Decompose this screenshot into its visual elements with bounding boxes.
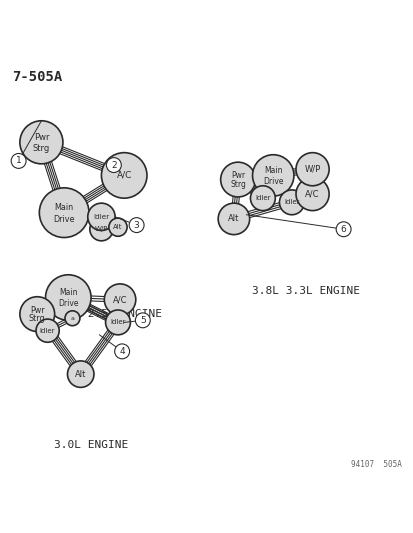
Text: Idler: Idler bbox=[254, 195, 270, 201]
Text: W/P: W/P bbox=[95, 226, 108, 232]
Text: W/P: W/P bbox=[304, 165, 320, 174]
Text: 3.8L 3.3L ENGINE: 3.8L 3.3L ENGINE bbox=[252, 286, 359, 296]
Text: A/C: A/C bbox=[112, 295, 127, 304]
Text: Alt: Alt bbox=[75, 370, 86, 378]
Text: Drive: Drive bbox=[58, 300, 78, 309]
Text: Drive: Drive bbox=[53, 215, 75, 224]
Text: Pwr: Pwr bbox=[230, 171, 244, 180]
Text: Pwr: Pwr bbox=[33, 133, 49, 142]
Text: Strg: Strg bbox=[29, 314, 45, 324]
Text: 1: 1 bbox=[16, 156, 21, 165]
Text: 2.2L 2.5L ENGINE: 2.2L 2.5L ENGINE bbox=[54, 309, 161, 319]
Circle shape bbox=[39, 188, 89, 238]
Circle shape bbox=[220, 162, 255, 197]
Text: Drive: Drive bbox=[262, 177, 283, 185]
Circle shape bbox=[295, 152, 328, 186]
Text: Alt: Alt bbox=[113, 224, 122, 230]
Circle shape bbox=[67, 361, 94, 387]
Circle shape bbox=[65, 311, 80, 326]
Text: 5: 5 bbox=[140, 316, 145, 325]
Text: Main: Main bbox=[59, 288, 77, 297]
Text: A/C: A/C bbox=[304, 190, 319, 199]
Circle shape bbox=[104, 284, 135, 316]
Circle shape bbox=[20, 297, 55, 332]
Circle shape bbox=[218, 203, 249, 235]
Circle shape bbox=[105, 310, 130, 335]
Circle shape bbox=[11, 154, 26, 168]
Text: Idler: Idler bbox=[93, 214, 109, 220]
Text: 7-505A: 7-505A bbox=[12, 70, 62, 84]
Text: 2: 2 bbox=[111, 160, 116, 169]
Circle shape bbox=[129, 217, 144, 232]
Text: Idler: Idler bbox=[110, 319, 126, 325]
Circle shape bbox=[135, 313, 150, 328]
Text: 6: 6 bbox=[340, 225, 346, 234]
Circle shape bbox=[20, 121, 63, 164]
Text: 3.0L ENGINE: 3.0L ENGINE bbox=[54, 440, 128, 449]
Circle shape bbox=[279, 190, 304, 215]
Text: Main: Main bbox=[55, 203, 74, 212]
Text: Idler: Idler bbox=[283, 199, 299, 205]
Circle shape bbox=[88, 203, 115, 230]
Circle shape bbox=[101, 152, 147, 198]
Circle shape bbox=[250, 186, 275, 211]
Circle shape bbox=[252, 155, 293, 196]
Text: Idler: Idler bbox=[40, 328, 55, 334]
Text: 94107  505A: 94107 505A bbox=[350, 459, 401, 469]
Circle shape bbox=[114, 344, 129, 359]
Text: Strg: Strg bbox=[230, 180, 245, 189]
Text: 3: 3 bbox=[133, 221, 139, 230]
Text: A/C: A/C bbox=[116, 171, 132, 180]
Text: 4: 4 bbox=[119, 347, 125, 356]
Circle shape bbox=[45, 275, 91, 320]
Text: Strg: Strg bbox=[33, 144, 50, 153]
Circle shape bbox=[106, 158, 121, 173]
Circle shape bbox=[295, 177, 328, 211]
Circle shape bbox=[335, 222, 350, 237]
Text: Main: Main bbox=[263, 166, 282, 175]
Text: Alt: Alt bbox=[228, 214, 239, 223]
Text: Pwr: Pwr bbox=[30, 306, 45, 315]
Circle shape bbox=[90, 217, 113, 241]
Circle shape bbox=[109, 218, 127, 236]
Circle shape bbox=[36, 319, 59, 342]
Text: a: a bbox=[70, 316, 74, 321]
